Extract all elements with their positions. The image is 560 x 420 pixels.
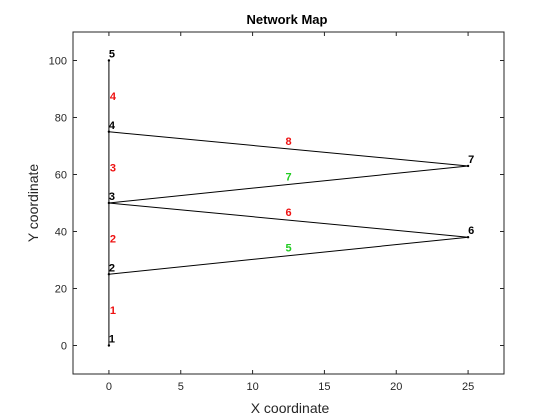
node-label-2: 2 xyxy=(109,262,115,274)
y-tick-label: 0 xyxy=(61,341,67,353)
edge-label-2: 2 xyxy=(110,234,116,246)
edge-label-8: 8 xyxy=(285,136,291,148)
edge-label-3: 3 xyxy=(110,162,116,174)
edge-label-7: 7 xyxy=(285,171,291,183)
edges-layer: 1 2 3 4 5 6 7 8 xyxy=(109,61,468,346)
axes-box xyxy=(73,32,504,374)
plot-area xyxy=(73,32,504,374)
y-tick-label: 80 xyxy=(55,113,67,125)
node-label-5: 5 xyxy=(109,49,115,61)
x-tick-label: 5 xyxy=(178,381,184,393)
chart-title: Network Map xyxy=(247,12,328,27)
edge-label-5: 5 xyxy=(285,243,291,255)
x-tick-label: 0 xyxy=(106,381,112,393)
node-label-4: 4 xyxy=(109,120,116,132)
edge-label-1: 1 xyxy=(110,305,116,317)
node-label-6: 6 xyxy=(468,225,474,237)
x-tick-label: 20 xyxy=(390,381,402,393)
y-tick-label: 40 xyxy=(55,227,67,239)
x-tick-label: 25 xyxy=(462,381,474,393)
node-label-1: 1 xyxy=(109,334,115,346)
x-tick-label: 10 xyxy=(246,381,258,393)
node-label-7: 7 xyxy=(468,154,474,166)
edge-label-4: 4 xyxy=(110,91,117,103)
edge-label-6: 6 xyxy=(285,207,291,219)
node-label-3: 3 xyxy=(109,191,115,203)
x-tick-label: 15 xyxy=(318,381,330,393)
y-tick-label: 20 xyxy=(55,284,67,296)
y-tick-label: 100 xyxy=(49,56,67,68)
y-axis-label: Y coordinate xyxy=(25,164,41,243)
y-tick-label: 60 xyxy=(55,170,67,182)
x-axis-label: X coordinate xyxy=(251,400,330,416)
